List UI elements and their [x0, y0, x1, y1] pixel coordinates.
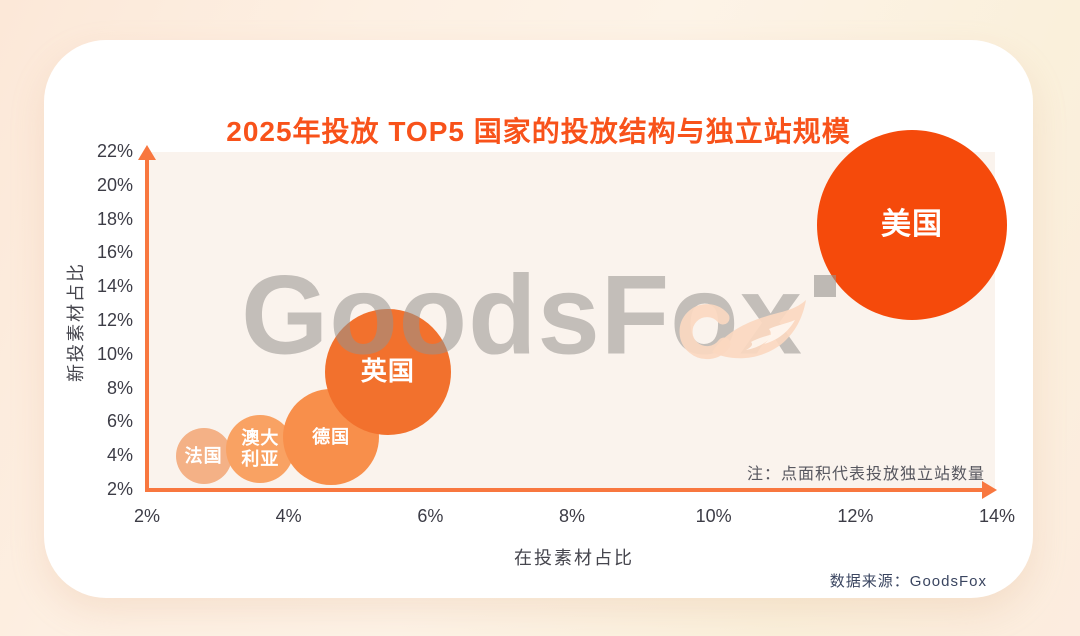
x-axis-line — [147, 488, 983, 492]
chart-note: 注：点面积代表投放独立站数量 — [746, 466, 985, 483]
x-tick-label: 10% — [695, 506, 732, 526]
y-tick-label: 22% — [96, 141, 133, 161]
x-tick-label: 4% — [275, 506, 302, 526]
y-axis-line — [145, 156, 149, 492]
watermark-square-mark — [814, 275, 836, 297]
y-tick-label: 6% — [106, 411, 133, 432]
y-tick-label: 4% — [106, 445, 133, 466]
x-tick-label: 8% — [558, 506, 585, 526]
y-tick-label: 14% — [96, 276, 133, 297]
x-tick-label: 14% — [978, 506, 1016, 526]
data-source: 数据来源：GoodsFox — [829, 573, 987, 590]
x-axis-arrow-icon — [982, 481, 997, 499]
y-tick-label: 8% — [106, 377, 133, 398]
y-axis-title: 新投素材占比 — [66, 262, 86, 382]
x-tick-label: 6% — [417, 506, 444, 526]
x-tick-label: 2% — [133, 506, 160, 526]
chart-card: 2025年投放 TOP5 国家的投放结构与独立站规模 法国 澳大 利亚 德国 英国 美国 … — [44, 40, 1033, 598]
chart-title: 2025年投放 TOP5 国家的投放结构与独立站规模 — [226, 116, 851, 147]
y-tick-label: 20% — [96, 174, 133, 195]
y-tick-label: 18% — [96, 208, 133, 229]
y-axis-arrow-icon — [138, 145, 156, 160]
y-tick-label: 16% — [96, 242, 133, 263]
y-tick-label: 12% — [96, 310, 133, 330]
plot-area — [147, 152, 995, 490]
x-tick-label: 12% — [837, 506, 874, 526]
y-tick-label: 2% — [106, 479, 133, 499]
x-axis-title: 在投素材占比 — [514, 548, 634, 568]
y-tick-label: 10% — [96, 343, 133, 364]
